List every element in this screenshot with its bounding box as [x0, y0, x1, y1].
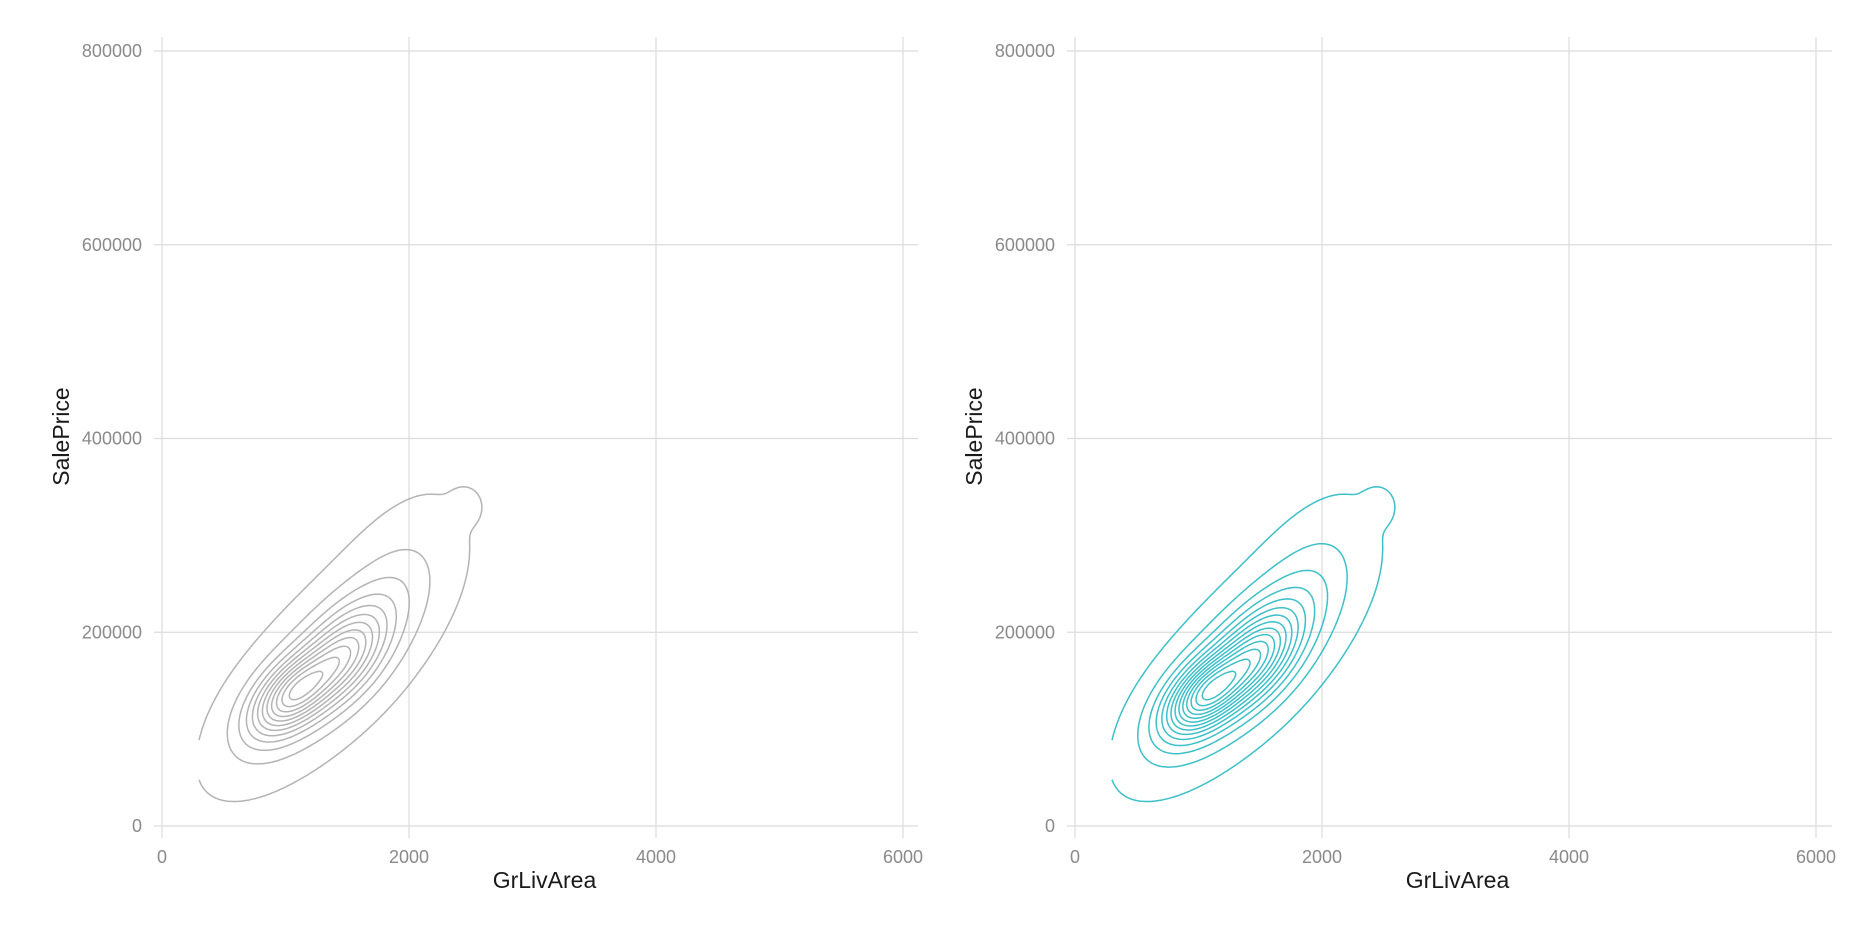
x-tick-label: 6000 — [883, 847, 923, 867]
contour-level-5 — [1161, 598, 1307, 741]
contour-level-3 — [1148, 569, 1329, 755]
contour-level-13 — [1195, 658, 1251, 707]
y-tick-label: 0 — [132, 816, 142, 836]
density-contours — [198, 486, 483, 803]
density-contours — [1111, 486, 1396, 803]
x-tick-label: 2000 — [1302, 847, 1342, 867]
contour-level-1 — [198, 486, 483, 803]
panel-left: 0 2000 4000 6000 0 200000 400000 600000 800000 G… — [48, 37, 923, 893]
contour-level-4 — [1155, 586, 1316, 747]
contour-level-6 — [1165, 606, 1299, 736]
y-tick-label: 800000 — [82, 41, 142, 61]
y-axis-label: SalePrice — [961, 387, 987, 485]
y-axis-label: SalePrice — [48, 387, 74, 485]
x-tick-label: 4000 — [1549, 847, 1589, 867]
panel-right: 0 2000 4000 6000 0 200000 400000 600000 800000 G… — [961, 37, 1836, 893]
grid — [1067, 37, 1832, 838]
x-tick-label: 0 — [157, 847, 167, 867]
contour-level-12 — [1190, 648, 1262, 712]
tick-labels: 0 2000 4000 6000 0 200000 400000 600000 800000 — [995, 41, 1836, 867]
x-tick-label: 4000 — [636, 847, 676, 867]
contour-level-8 — [266, 629, 367, 722]
x-axis-label: GrLivArea — [493, 867, 597, 893]
contour-level-10 — [275, 645, 352, 713]
x-axis-label: GrLivArea — [1406, 867, 1510, 893]
contour-level-10 — [1182, 633, 1276, 720]
grid — [154, 37, 918, 838]
x-tick-label: 0 — [1070, 847, 1080, 867]
x-tick-label: 2000 — [389, 847, 429, 867]
contour-level-2 — [1137, 542, 1348, 768]
contour-level-3 — [238, 576, 410, 752]
contour-level-7 — [261, 621, 374, 727]
contour-level-9 — [1178, 627, 1282, 723]
contour-level-7 — [1170, 614, 1293, 731]
contour-level-4 — [245, 593, 398, 743]
contour-level-14 — [1201, 670, 1237, 701]
y-tick-label: 800000 — [995, 41, 1055, 61]
contour-level-5 — [251, 604, 388, 737]
contour-level-9 — [270, 636, 360, 718]
tick-labels: 0 2000 4000 6000 0 200000 400000 600000 800000 — [82, 41, 923, 867]
y-tick-label: 0 — [1045, 816, 1055, 836]
y-tick-label: 600000 — [82, 235, 142, 255]
y-tick-label: 400000 — [995, 429, 1055, 449]
x-tick-label: 6000 — [1796, 847, 1836, 867]
contour-level-1 — [1111, 486, 1396, 803]
contour-level-8 — [1174, 621, 1287, 727]
contour-level-2 — [226, 548, 431, 765]
y-tick-label: 200000 — [82, 622, 142, 642]
contour-level-11 — [1186, 640, 1269, 716]
y-tick-label: 600000 — [995, 235, 1055, 255]
contour-level-11 — [281, 656, 341, 708]
contour-level-12 — [288, 670, 324, 701]
contour-level-6 — [256, 613, 381, 732]
y-tick-label: 200000 — [995, 622, 1055, 642]
y-tick-label: 400000 — [82, 429, 142, 449]
